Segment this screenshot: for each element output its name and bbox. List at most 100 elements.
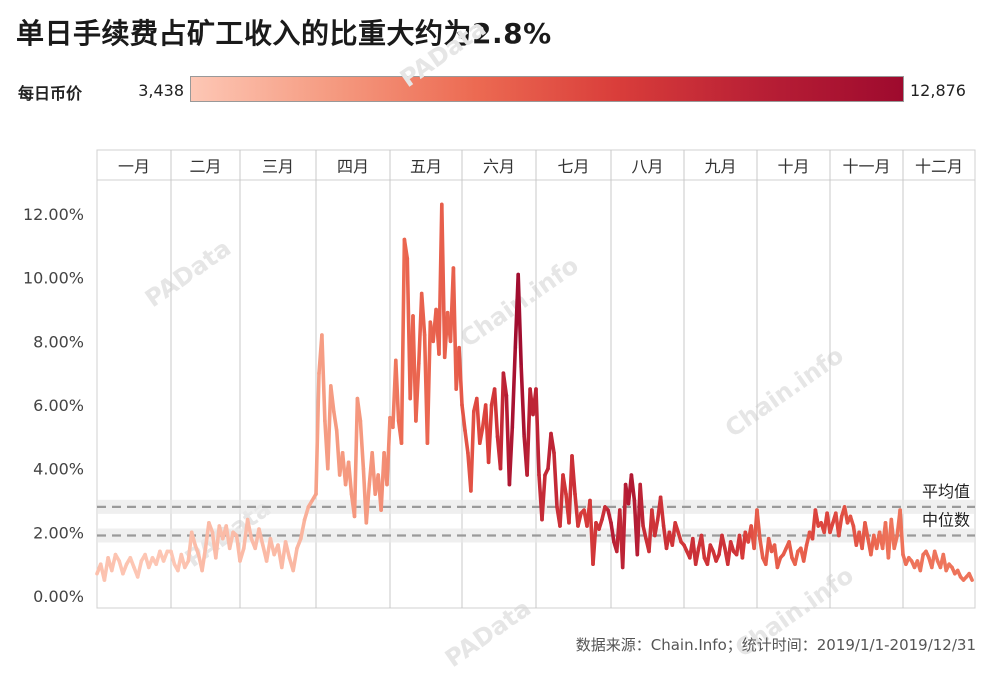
data-line-segment xyxy=(399,237,407,446)
data-line-segment xyxy=(402,237,410,261)
legend-label: 每日币价 xyxy=(18,84,83,103)
data-line-segment xyxy=(787,540,794,560)
month-label: 六月 xyxy=(483,157,515,176)
data-line-segment xyxy=(498,371,506,471)
month-label: 五月 xyxy=(410,157,442,176)
data-line-segment xyxy=(200,546,208,573)
data-line-segment xyxy=(298,517,307,541)
data-line-segment xyxy=(331,409,339,433)
data-line-segment xyxy=(967,571,974,582)
data-line-segment xyxy=(570,454,577,496)
data-line-segment xyxy=(451,266,459,391)
data-line-segment xyxy=(516,272,524,369)
month-label: 十月 xyxy=(777,157,809,176)
month-label: 七月 xyxy=(557,157,589,176)
data-line-segment xyxy=(606,508,613,525)
month-label: 四月 xyxy=(337,157,369,176)
data-line-segment xyxy=(501,371,509,398)
reference-label: 平均值 xyxy=(922,482,970,501)
data-line-segment xyxy=(813,508,821,528)
data-line-segment xyxy=(892,533,900,551)
data-line-segment xyxy=(393,358,401,423)
month-label: 九月 xyxy=(704,157,736,176)
data-line-segment xyxy=(620,482,628,570)
data-line-segment xyxy=(203,520,211,551)
y-tick-label: 0.00% xyxy=(33,587,84,606)
data-line-segment xyxy=(793,549,800,567)
source-note: 数据来源：Chain.Info；统计时间：2019/1/1-2019/12/31 xyxy=(575,636,976,654)
data-line-segment xyxy=(552,450,559,509)
data-line-segment xyxy=(863,520,870,541)
y-tick-label: 4.00% xyxy=(33,460,84,479)
data-line-segment xyxy=(469,409,476,493)
data-line-segment xyxy=(238,546,246,563)
data-line-segment xyxy=(457,345,464,407)
price-color-legend-bar xyxy=(190,76,904,102)
data-line-segment xyxy=(641,524,648,541)
data-line-segment xyxy=(758,536,765,560)
y-tick-label: 8.00% xyxy=(33,332,84,351)
data-line-segment xyxy=(576,511,583,528)
data-line-segment xyxy=(693,546,701,567)
data-line-segment xyxy=(534,387,541,477)
data-line-segment xyxy=(540,473,547,522)
data-line-segment xyxy=(460,403,467,433)
month-label: 三月 xyxy=(262,157,294,176)
month-label: 八月 xyxy=(631,157,663,176)
data-line-segment xyxy=(492,387,500,439)
month-label: 十一月 xyxy=(842,157,890,176)
data-line-segment xyxy=(364,482,372,525)
data-line-segment xyxy=(302,505,311,522)
data-line-segment xyxy=(600,505,607,522)
data-line-segment xyxy=(425,320,433,446)
y-tick-label: 6.00% xyxy=(33,396,84,415)
data-line-segment xyxy=(638,482,645,528)
data-line-segment xyxy=(291,546,299,573)
data-line-segment xyxy=(320,333,327,423)
data-line-segment xyxy=(227,530,235,551)
data-line-segment xyxy=(257,527,265,547)
y-tick-label: 2.00% xyxy=(33,523,84,542)
data-line-segment xyxy=(325,384,333,471)
data-line-segment xyxy=(283,540,292,560)
data-line-segment xyxy=(558,473,565,528)
data-line-segment xyxy=(385,415,392,487)
data-line-segment xyxy=(720,533,727,551)
data-line-segment xyxy=(346,460,354,496)
y-tick-label: 10.00% xyxy=(23,269,84,288)
data-line-segment xyxy=(355,396,363,423)
data-line-segment xyxy=(507,425,515,487)
data-line-segment xyxy=(561,473,568,496)
data-line-segment xyxy=(214,524,222,560)
month-label: 一月 xyxy=(118,157,150,176)
data-line-segment xyxy=(439,202,447,360)
y-tick-label: 12.00% xyxy=(23,205,84,224)
data-line-segment xyxy=(110,552,118,573)
data-line-segment xyxy=(609,520,616,544)
month-label: 二月 xyxy=(189,157,221,176)
data-line-segment xyxy=(477,425,485,446)
data-line-segment xyxy=(549,431,556,455)
data-line-segment xyxy=(898,508,905,557)
reference-label: 中位数 xyxy=(922,511,970,530)
data-line-segment xyxy=(358,419,366,471)
data-line-segment xyxy=(699,533,707,560)
data-line-segment xyxy=(352,396,360,519)
data-line-segment xyxy=(591,520,598,567)
data-line-segment xyxy=(918,552,926,573)
data-line-segment xyxy=(755,508,762,541)
data-line-segment xyxy=(525,387,532,477)
data-line-segment xyxy=(629,473,637,503)
data-line-segment xyxy=(836,514,844,538)
data-line-segment xyxy=(801,543,809,563)
data-line-segment xyxy=(135,559,144,579)
data-line-segment xyxy=(245,517,254,541)
legend-min-value: 3,438 xyxy=(138,81,184,100)
page-title: 单日手续费占矿工收入的比重大约为2.8% xyxy=(16,17,552,50)
data-line-segment xyxy=(419,291,427,337)
legend-max-value: 12,876 xyxy=(910,81,966,100)
data-line-segment xyxy=(519,364,527,439)
data-line-segment xyxy=(486,403,494,465)
data-line-segment xyxy=(474,396,482,446)
